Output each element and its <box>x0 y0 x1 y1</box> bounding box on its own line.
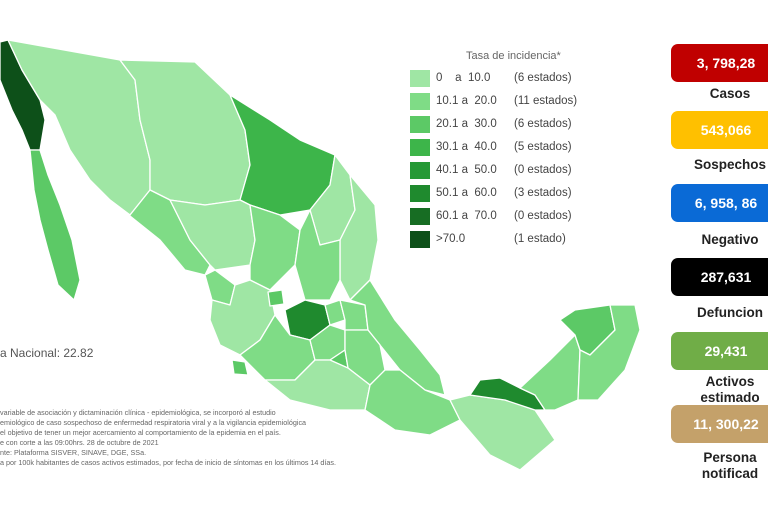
legend-count: (5 estados) <box>514 141 572 153</box>
legend-item: >70.0 (1 estado) <box>408 231 638 249</box>
legend-swatch <box>410 208 430 225</box>
state-quintana-roo <box>577 304 641 401</box>
state-san-luis-potosi <box>294 209 341 301</box>
legend-count: (6 estados) <box>514 72 572 84</box>
footnotes: variable de asociación y dictaminación c… <box>0 408 360 468</box>
legend-count: (0 estados) <box>514 210 572 222</box>
footnote-line: nte: Plataforma SISVER, SINAVE, DGE, SSa… <box>0 448 147 457</box>
footnote-line: e con corte a las 09:00hrs. 28 de octubr… <box>0 438 159 447</box>
mexico-incidence-map <box>0 39 641 471</box>
stat-label: Activos estimado <box>700 374 760 405</box>
footnote-line: variable de asociación y dictaminación c… <box>0 408 276 417</box>
legend-count: (0 estados) <box>514 164 572 176</box>
legend-range: 20.1 a 30.0 <box>436 118 497 130</box>
stat-value: 3, 798,28 <box>671 44 768 82</box>
state-nayarit <box>204 269 236 306</box>
state-guerrero <box>264 359 371 411</box>
stat-value: 287,631 <box>671 258 768 296</box>
legend-range: 0 a 10.0 <box>436 72 491 84</box>
legend-range: >70.0 <box>436 233 466 245</box>
state-oaxaca <box>364 369 461 436</box>
stat-label: Defuncion <box>697 305 763 320</box>
state-zacatecas <box>249 204 301 291</box>
legend-item: 50.1 a 60.0 (3 estados) <box>408 185 638 203</box>
legend-swatch <box>410 231 430 248</box>
legend-count: (11 estados) <box>514 95 578 107</box>
legend-swatch <box>410 116 430 133</box>
footnote-line: a por 100k habitantes de casos activos e… <box>0 458 337 467</box>
stat-value: 6, 958, 86 <box>671 184 768 222</box>
national-rate: a Nacional: 22.82 <box>0 346 94 360</box>
legend-count: (6 estados) <box>514 118 572 130</box>
state-baja-california-sur <box>29 149 81 301</box>
state-colima <box>231 359 249 376</box>
legend-item: 30.1 a 40.0 (5 estados) <box>408 139 638 157</box>
legend-count: (1 estado) <box>514 233 566 245</box>
state-veracruz <box>349 279 446 396</box>
legend-swatch <box>410 139 430 156</box>
legend-range: 60.1 a 70.0 <box>436 210 497 222</box>
legend-item: 20.1 a 30.0 (6 estados) <box>408 116 638 134</box>
legend-swatch <box>410 185 430 202</box>
stat-label: Casos <box>709 86 751 101</box>
legend-count: (3 estados) <box>514 187 572 199</box>
legend-range: 30.1 a 40.0 <box>436 141 497 153</box>
legend-item: 10.1 a 20.0 (11 estados) <box>408 93 638 111</box>
stat-label: Sospechos <box>693 157 767 172</box>
state-aguascalientes <box>267 289 285 307</box>
legend-range: 50.1 a 60.0 <box>436 187 497 199</box>
legend-range: 10.1 a 20.0 <box>436 95 497 107</box>
legend-title: Tasa de incidencia* <box>466 50 561 62</box>
stat-value: 29,431 <box>671 332 768 370</box>
legend-swatch <box>410 93 430 110</box>
stat-label: Negativo <box>701 232 759 247</box>
legend-item: 40.1 a 50.0 (0 estados) <box>408 162 638 180</box>
legend-swatch <box>410 70 430 87</box>
legend-item: 0 a 10.0 (6 estados) <box>408 70 638 88</box>
stat-value: 543,066 <box>671 111 768 149</box>
state-coahuila <box>229 94 336 216</box>
legend-range: 40.1 a 50.0 <box>436 164 497 176</box>
footnote-line: el objetivo de tener un mejor acercamien… <box>0 428 281 437</box>
stat-label: Persona notificad <box>701 450 759 481</box>
legend-item: 60.1 a 70.0 (0 estados) <box>408 208 638 226</box>
legend-swatch <box>410 162 430 179</box>
stat-value: 11, 300,22 <box>671 405 768 443</box>
footnote-line: emiológico de caso sospechoso de enferme… <box>0 418 307 427</box>
